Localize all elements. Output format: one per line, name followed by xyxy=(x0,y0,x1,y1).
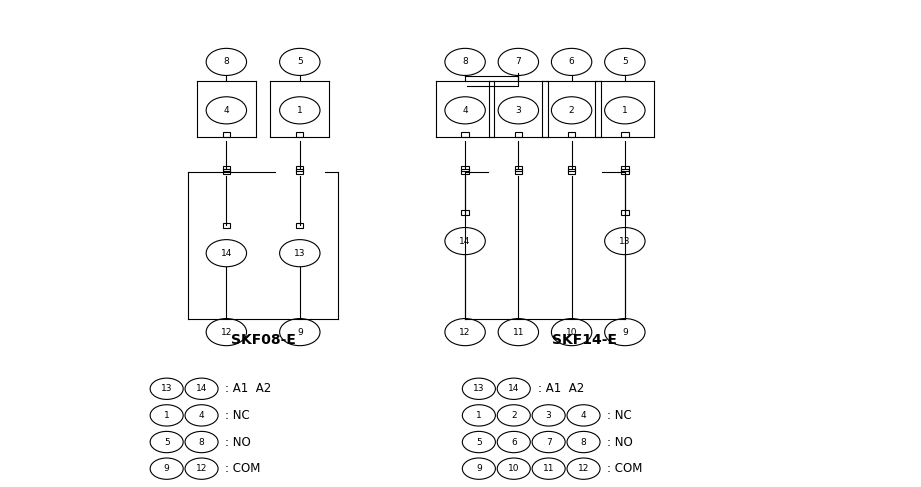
Text: 1: 1 xyxy=(622,106,628,115)
Bar xyxy=(461,169,469,174)
Text: : NO: : NO xyxy=(226,435,251,449)
Text: 8: 8 xyxy=(224,57,229,66)
Text: 2: 2 xyxy=(569,106,575,115)
Text: 1: 1 xyxy=(476,411,482,420)
Bar xyxy=(461,209,469,215)
Text: SKF08-E: SKF08-E xyxy=(230,333,296,347)
Bar xyxy=(568,166,576,171)
Text: 14: 14 xyxy=(221,249,232,258)
Text: 8: 8 xyxy=(199,437,204,447)
Bar xyxy=(223,166,230,171)
Bar xyxy=(515,166,522,171)
Text: 1: 1 xyxy=(164,411,169,420)
Bar xyxy=(461,132,469,137)
Text: 13: 13 xyxy=(473,384,484,393)
Text: 13: 13 xyxy=(294,249,306,258)
Text: 14: 14 xyxy=(508,384,519,393)
Bar xyxy=(621,169,628,174)
Bar xyxy=(621,166,628,171)
Bar xyxy=(621,209,628,215)
Text: : NC: : NC xyxy=(226,409,251,422)
Text: 12: 12 xyxy=(577,464,589,473)
Bar xyxy=(223,169,230,174)
Bar xyxy=(461,166,469,171)
Bar xyxy=(297,166,304,171)
Text: : NO: : NO xyxy=(608,435,633,449)
Bar xyxy=(515,132,522,137)
Text: 10: 10 xyxy=(508,464,519,473)
Bar xyxy=(297,223,304,227)
Text: 13: 13 xyxy=(619,237,631,245)
Bar xyxy=(223,132,230,137)
Text: 7: 7 xyxy=(546,437,552,447)
Text: 1: 1 xyxy=(297,106,303,115)
Text: 5: 5 xyxy=(297,57,303,66)
Bar xyxy=(297,132,304,137)
Text: 9: 9 xyxy=(297,328,303,337)
Text: 4: 4 xyxy=(199,411,204,420)
Text: 7: 7 xyxy=(516,57,521,66)
Text: 5: 5 xyxy=(622,57,628,66)
Text: 3: 3 xyxy=(546,411,552,420)
Text: 14: 14 xyxy=(460,237,471,245)
Text: 9: 9 xyxy=(164,464,169,473)
Text: 4: 4 xyxy=(581,411,587,420)
Text: 11: 11 xyxy=(513,328,524,337)
Text: 12: 12 xyxy=(196,464,207,473)
Text: : A1  A2: : A1 A2 xyxy=(226,382,272,395)
Bar xyxy=(223,223,230,227)
Text: 9: 9 xyxy=(476,464,482,473)
Text: 3: 3 xyxy=(516,106,521,115)
Text: 10: 10 xyxy=(565,328,577,337)
Text: : NC: : NC xyxy=(608,409,632,422)
Text: 4: 4 xyxy=(224,106,229,115)
Text: 12: 12 xyxy=(460,328,471,337)
Text: 14: 14 xyxy=(196,384,207,393)
Text: 11: 11 xyxy=(542,464,554,473)
Bar xyxy=(568,169,576,174)
Text: 5: 5 xyxy=(164,437,169,447)
Text: 5: 5 xyxy=(476,437,482,447)
Text: SKF14-E: SKF14-E xyxy=(552,333,617,347)
Text: 12: 12 xyxy=(221,328,232,337)
Bar xyxy=(621,132,628,137)
Text: : COM: : COM xyxy=(608,462,643,475)
Text: 8: 8 xyxy=(580,437,587,447)
Text: 6: 6 xyxy=(569,57,575,66)
Text: 6: 6 xyxy=(511,437,517,447)
Bar xyxy=(515,169,522,174)
Text: : A1  A2: : A1 A2 xyxy=(538,382,584,395)
Bar xyxy=(297,169,304,174)
Text: 4: 4 xyxy=(462,106,468,115)
Text: 9: 9 xyxy=(622,328,628,337)
Bar xyxy=(568,132,576,137)
Text: : COM: : COM xyxy=(226,462,261,475)
Text: 8: 8 xyxy=(462,57,468,66)
Text: 2: 2 xyxy=(511,411,517,420)
Text: 13: 13 xyxy=(161,384,172,393)
